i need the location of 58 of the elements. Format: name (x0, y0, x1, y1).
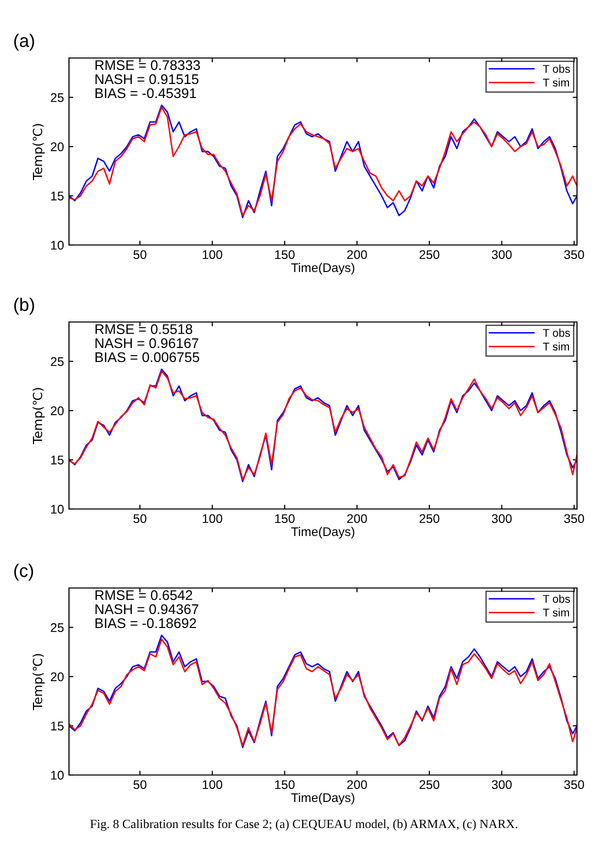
x-tick-label: 200 (347, 514, 367, 524)
y-tick-label: 15 (51, 456, 64, 464)
y-tick-label: 10 (51, 240, 64, 250)
x-tick-label: 350 (564, 514, 584, 524)
annotation: RMSE = 0.6542 (96, 590, 192, 600)
annotation: NASH = 0.91515 (96, 74, 198, 84)
x-tick-label: 300 (492, 250, 512, 260)
y-tick-label: 25 (50, 623, 64, 632)
annotation: BIAS = 0.006755 (96, 352, 200, 362)
y-tick-label: 15 (51, 192, 64, 200)
annotation: RMSE = 0.5518 (96, 324, 192, 334)
legend-label: T sim (542, 342, 569, 351)
x-tick-label: 100 (202, 514, 222, 524)
x-axis-title: Time(Days) (291, 526, 354, 539)
y-axis-title: Temp(℃) (32, 654, 45, 710)
y-tick-label: 10 (51, 770, 64, 780)
caption: Fig. 8 Calibration results for Case 2; (a) CEQUEAU model, (b) ARMAX, (c) NARX. (90, 819, 518, 831)
y-axis-title: Temp(℃) (32, 124, 45, 180)
x-tick-label: 150 (275, 514, 295, 524)
chart-title: (c) (14, 564, 34, 581)
x-tick-label: 350 (564, 780, 584, 790)
chart-title: (b) (14, 298, 34, 315)
annotation: BIAS = -0.45391 (96, 88, 196, 98)
x-tick-label: 100 (202, 250, 222, 260)
chart-title: (a) (14, 34, 34, 51)
x-tick-label: 300 (492, 514, 512, 524)
y-tick-label: 10 (51, 504, 64, 514)
y-tick-label: 20 (50, 672, 64, 682)
x-tick-label: 100 (202, 780, 222, 790)
x-tick-label: 250 (420, 514, 440, 524)
x-tick-label: 250 (420, 250, 440, 260)
x-tick-label: 150 (275, 780, 295, 790)
annotation: BIAS = -0.18692 (96, 618, 196, 628)
legend-label: T obs (542, 328, 570, 337)
y-tick-label: 20 (50, 142, 64, 152)
x-tick-label: 50 (133, 250, 146, 260)
x-tick-label: 50 (133, 514, 146, 524)
y-tick-label: 15 (51, 722, 64, 730)
y-tick-label: 20 (50, 406, 64, 416)
x-tick-label: 350 (564, 250, 584, 260)
x-tick-label: 200 (347, 780, 367, 790)
legend-label: T obs (542, 64, 570, 73)
legend-label: T obs (542, 594, 570, 603)
x-tick-label: 50 (133, 780, 146, 790)
annotation: NASH = 0.96167 (96, 338, 198, 348)
annotation: RMSE = 0.78333 (96, 60, 200, 70)
x-axis-title: Time(Days) (291, 792, 354, 805)
x-tick-label: 150 (275, 250, 295, 260)
x-tick-label: 200 (347, 250, 367, 260)
y-tick-label: 25 (50, 93, 64, 102)
annotation: NASH = 0.94367 (96, 604, 198, 614)
y-tick-label: 25 (50, 357, 64, 366)
y-axis-title: Temp(℃) (32, 388, 45, 444)
x-axis-title: Time(Days) (291, 262, 354, 275)
x-tick-label: 300 (492, 780, 512, 790)
x-tick-label: 250 (420, 780, 440, 790)
legend-label: T sim (542, 608, 569, 617)
legend-label: T sim (542, 78, 569, 87)
